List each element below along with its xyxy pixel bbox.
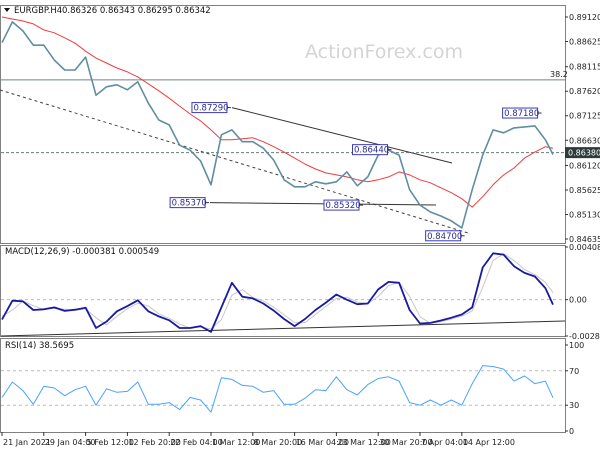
y-tick-label: 70 — [569, 367, 579, 376]
chart-symbol: EURGBP.H4 — [14, 6, 62, 16]
x-tick-label: 7 Apr 04:00 — [421, 438, 468, 447]
macd-trendline[interactable] — [0, 320, 566, 337]
x-tick-label: 8 Mar 20:00 — [254, 438, 302, 447]
x-tick-label: 29 Jan 04:00 — [45, 438, 96, 447]
macd-signal-line — [1, 253, 554, 330]
support-line[interactable] — [209, 202, 437, 206]
price-line — [1, 21, 554, 229]
y-tick-label: 0.00 — [569, 296, 587, 305]
macd-panel[interactable] — [0, 245, 566, 337]
macd-label: MACD(12,26,9) -0.000381 0.000549 — [5, 247, 159, 257]
rsi-panel[interactable] — [0, 338, 566, 433]
y-tick-label: 100 — [569, 341, 584, 350]
triangle-down-icon[interactable] — [4, 8, 10, 12]
rsi-plot — [1, 365, 565, 413]
x-tick-label: 23 Mar 12:00 — [337, 438, 390, 447]
macd-plot — [0, 252, 566, 337]
y-tick-label: 0.85625 — [569, 186, 600, 195]
resistance-trendline[interactable] — [231, 107, 453, 164]
price-annotation-box[interactable] — [191, 102, 228, 114]
y-tick-label: 0.88625 — [569, 38, 600, 47]
x-tick-label: 5 Feb 12:00 — [87, 438, 134, 447]
price-annotation-label: 0.86440 — [354, 146, 389, 156]
x-tick-label: 1 Mar 12:00 — [212, 438, 260, 447]
price-annotation-label: 0.84700 — [427, 232, 462, 242]
macd-line — [1, 252, 554, 333]
y-tick-label: 0.85130 — [569, 210, 600, 219]
price-annotation-box[interactable] — [502, 107, 539, 119]
price-annotation-label: 0.85320 — [326, 201, 361, 211]
x-tick-label: 30 Mar 20:00 — [379, 438, 432, 447]
y-tick-label: 0.86120 — [569, 161, 600, 170]
y-tick-label: 0 — [569, 427, 574, 436]
y-tick-label: 0.89120 — [569, 13, 600, 22]
rsi-label: RSI(14) 38.5695 — [5, 341, 74, 351]
current-price-label: 0.86380 — [568, 149, 600, 158]
current-price-badge — [565, 147, 600, 159]
y-tick-label: 0.86630 — [569, 136, 600, 145]
price-annotation-label: 0.87180 — [504, 109, 539, 119]
price-annotation-box[interactable] — [352, 144, 388, 156]
x-tick-label: 12 Feb 20:00 — [128, 438, 180, 447]
price-annotation-box[interactable] — [323, 199, 360, 211]
moving-average-line — [1, 16, 554, 208]
y-tick-label: 0.004088 — [569, 243, 600, 252]
price-annotation-box[interactable] — [169, 197, 206, 209]
fibonacci-level-label: 38.2 — [550, 70, 568, 79]
price-annotation-label: 0.85370 — [172, 199, 207, 209]
rsi-line — [1, 365, 554, 413]
y-tick-label: -0.00282 — [569, 332, 600, 341]
y-tick-label: 30 — [569, 401, 579, 410]
y-tick-label: 0.84635 — [569, 235, 600, 244]
price-annotation-label: 0.87290 — [193, 104, 228, 114]
watermark: ActionForex.com — [305, 41, 463, 63]
y-tick-label: 0.87620 — [569, 87, 600, 96]
price-annotation-box[interactable] — [425, 230, 462, 242]
price-panel[interactable] — [0, 5, 566, 244]
y-tick-label: 0.88115 — [569, 63, 600, 72]
chart-ohlc: 0.86326 0.86343 0.86295 0.86342 — [62, 6, 211, 16]
x-tick-label: 22 Feb 04:00 — [170, 438, 222, 447]
y-tick-label: 0.87125 — [569, 112, 600, 121]
price-plot: 38.2 0.87290 0.85370 0.85320 0.86440 0.84700 0… — [0, 16, 568, 242]
x-tick-label: 14 Apr 12:00 — [463, 438, 515, 447]
x-tick-label: 16 Mar 04:00 — [296, 438, 349, 447]
x-tick-label: 21 Jan 2021 — [3, 438, 51, 447]
